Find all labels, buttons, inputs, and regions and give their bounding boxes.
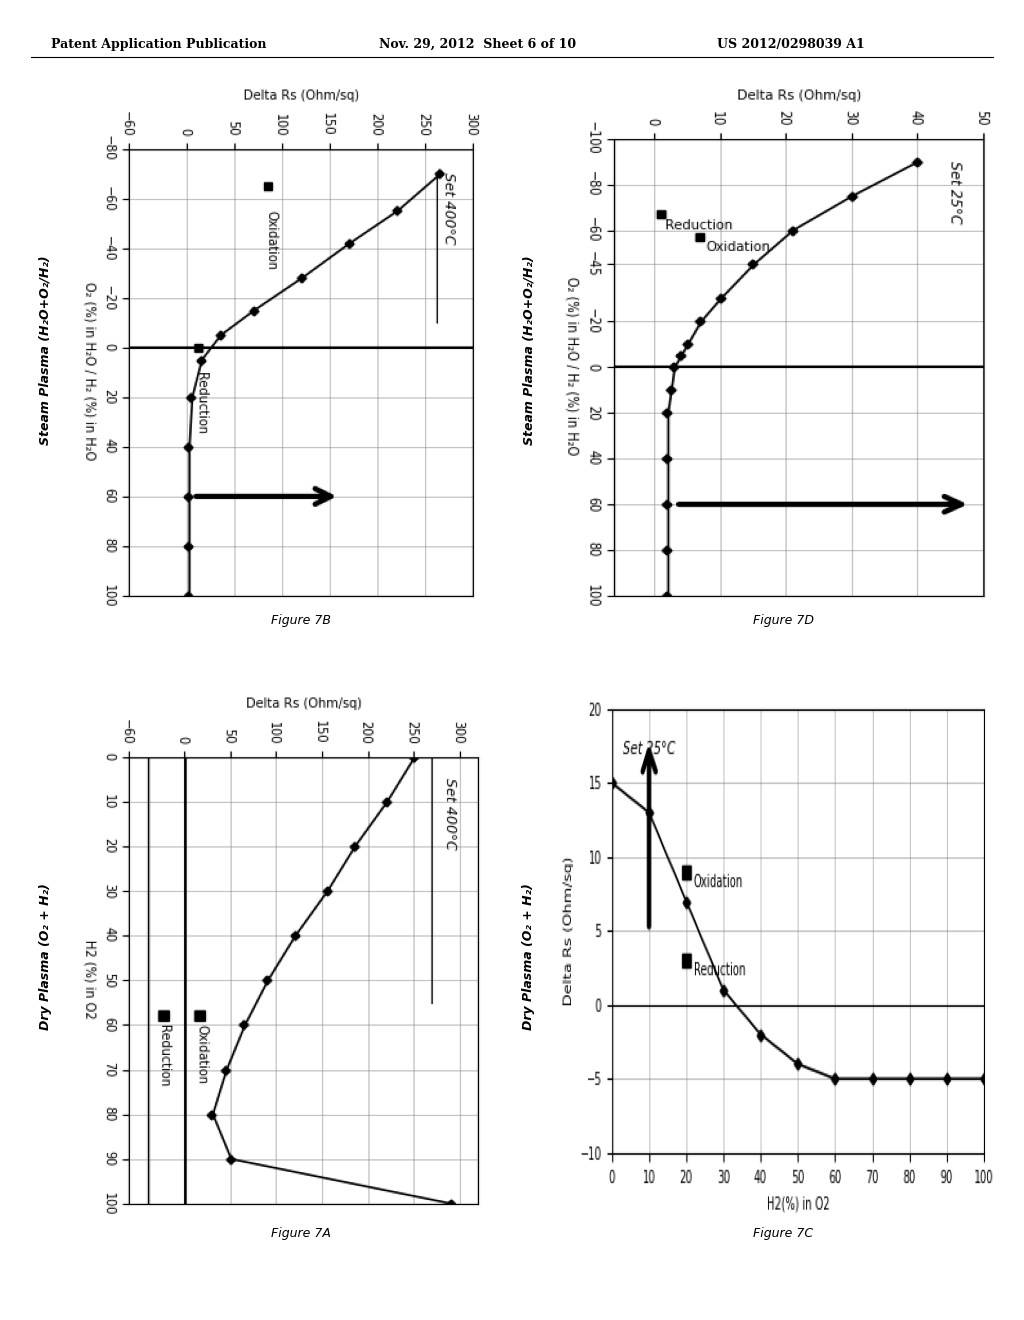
Text: Nov. 29, 2012  Sheet 6 of 10: Nov. 29, 2012 Sheet 6 of 10 — [379, 37, 577, 50]
Text: Dry Plasma (O₂ + H₂): Dry Plasma (O₂ + H₂) — [522, 883, 536, 1031]
Text: Figure 7C: Figure 7C — [753, 1226, 813, 1239]
Text: Figure 7D: Figure 7D — [753, 614, 814, 627]
Text: Steam Plasma (H₂O+O₂/H₂): Steam Plasma (H₂O+O₂/H₂) — [39, 255, 52, 445]
Text: Dry Plasma (O₂ + H₂): Dry Plasma (O₂ + H₂) — [39, 883, 52, 1031]
Text: Figure 7B: Figure 7B — [271, 614, 332, 627]
Text: US 2012/0298039 A1: US 2012/0298039 A1 — [717, 37, 864, 50]
Text: Patent Application Publication: Patent Application Publication — [51, 37, 266, 50]
Text: Steam Plasma (H₂O+O₂/H₂): Steam Plasma (H₂O+O₂/H₂) — [522, 255, 536, 445]
Text: Figure 7A: Figure 7A — [271, 1226, 331, 1239]
